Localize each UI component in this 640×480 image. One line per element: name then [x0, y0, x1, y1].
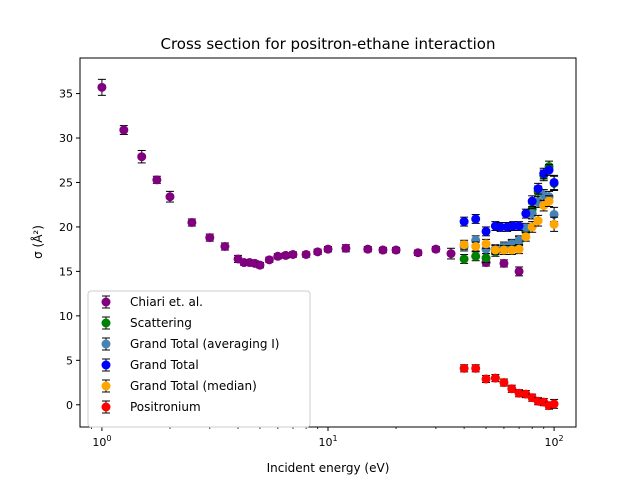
legend-label: Grand Total (median) — [130, 379, 257, 393]
chart-title: Cross section for positron-ethane intera… — [160, 35, 495, 53]
data-point — [119, 125, 129, 135]
data-point — [459, 217, 469, 227]
x-axis-label: Incident energy (eV) — [267, 461, 390, 475]
data-point — [205, 233, 215, 243]
data-point — [533, 216, 543, 226]
data-point — [521, 209, 531, 219]
legend: Chiari et. al. Scattering Grand Total (ave… — [87, 290, 311, 428]
legend-label: Grand Total — [130, 358, 199, 372]
data-point — [431, 244, 441, 254]
legend-label: Positronium — [130, 400, 201, 414]
y-tick-label: 35 — [59, 88, 73, 101]
data-point — [533, 184, 543, 194]
data-point — [152, 175, 162, 185]
series-4 — [459, 195, 559, 256]
data-point — [459, 240, 469, 250]
x-tick-label: 100 — [92, 434, 111, 449]
legend-marker — [101, 318, 111, 328]
data-point — [544, 196, 554, 206]
data-point — [378, 245, 388, 255]
legend-marker — [101, 297, 111, 307]
data-point — [549, 177, 559, 187]
data-point — [187, 217, 197, 227]
data-point — [281, 250, 291, 260]
y-axis: 0 5 10 15 20 25 30 35 — [59, 88, 80, 412]
data-point — [514, 244, 524, 254]
data-point — [97, 82, 107, 92]
data-point — [471, 251, 481, 261]
legend-marker — [101, 360, 111, 370]
data-point — [481, 253, 491, 263]
data-point — [527, 222, 537, 232]
data-point — [507, 384, 517, 394]
data-point — [490, 373, 500, 383]
data-point — [446, 249, 456, 259]
y-axis-label: σ (Å²) — [30, 225, 45, 259]
series-0 — [97, 78, 524, 277]
data-point — [341, 243, 351, 253]
data-point — [220, 242, 230, 252]
x-tick-label: 101 — [318, 434, 337, 449]
data-point — [481, 226, 491, 236]
data-point — [527, 196, 537, 206]
data-point — [459, 254, 469, 264]
data-point — [264, 255, 274, 265]
data-point — [363, 244, 373, 254]
data-point — [288, 250, 298, 260]
y-tick-label: 30 — [59, 132, 73, 145]
data-point — [549, 399, 559, 409]
data-point — [413, 248, 423, 258]
y-tick-label: 0 — [66, 399, 73, 412]
data-point — [514, 266, 524, 276]
data-point — [471, 214, 481, 224]
data-point — [514, 388, 524, 398]
y-tick-label: 5 — [66, 354, 73, 367]
data-point — [496, 222, 506, 232]
data-point — [490, 245, 500, 255]
data-point — [471, 242, 481, 252]
legend-label: Scattering — [130, 316, 192, 330]
data-point — [323, 244, 333, 254]
legend-marker — [101, 381, 111, 391]
legend-marker — [101, 339, 111, 349]
data-point — [514, 221, 524, 231]
data-point — [507, 245, 517, 255]
data-point — [481, 239, 491, 249]
legend-box — [87, 290, 311, 428]
legend-label: Chiari et. al. — [130, 295, 203, 309]
series-5 — [459, 363, 559, 411]
legend-marker — [101, 402, 111, 412]
y-tick-label: 25 — [59, 176, 73, 189]
data-point — [481, 374, 491, 384]
plot-series-layer — [97, 78, 559, 411]
data-point — [255, 260, 265, 270]
legend-label: Grand Total (averaging I) — [130, 337, 279, 351]
y-tick-label: 20 — [59, 221, 73, 234]
data-point — [301, 250, 311, 260]
data-point — [165, 192, 175, 202]
data-point — [549, 219, 559, 229]
data-point — [499, 258, 509, 268]
y-tick-label: 15 — [59, 265, 73, 278]
data-point — [514, 235, 524, 245]
data-point — [137, 152, 147, 162]
y-tick-label: 10 — [59, 310, 73, 323]
data-point — [521, 232, 531, 242]
data-point — [544, 165, 554, 175]
x-tick-label: 102 — [545, 434, 564, 449]
data-point — [459, 363, 469, 373]
x-axis: 100 101 102 — [91, 427, 564, 449]
data-point — [499, 245, 509, 255]
series-3 — [459, 164, 559, 237]
data-point — [499, 378, 509, 388]
data-point — [391, 245, 401, 255]
data-point — [471, 363, 481, 373]
data-point — [313, 247, 323, 257]
data-point — [273, 251, 283, 261]
